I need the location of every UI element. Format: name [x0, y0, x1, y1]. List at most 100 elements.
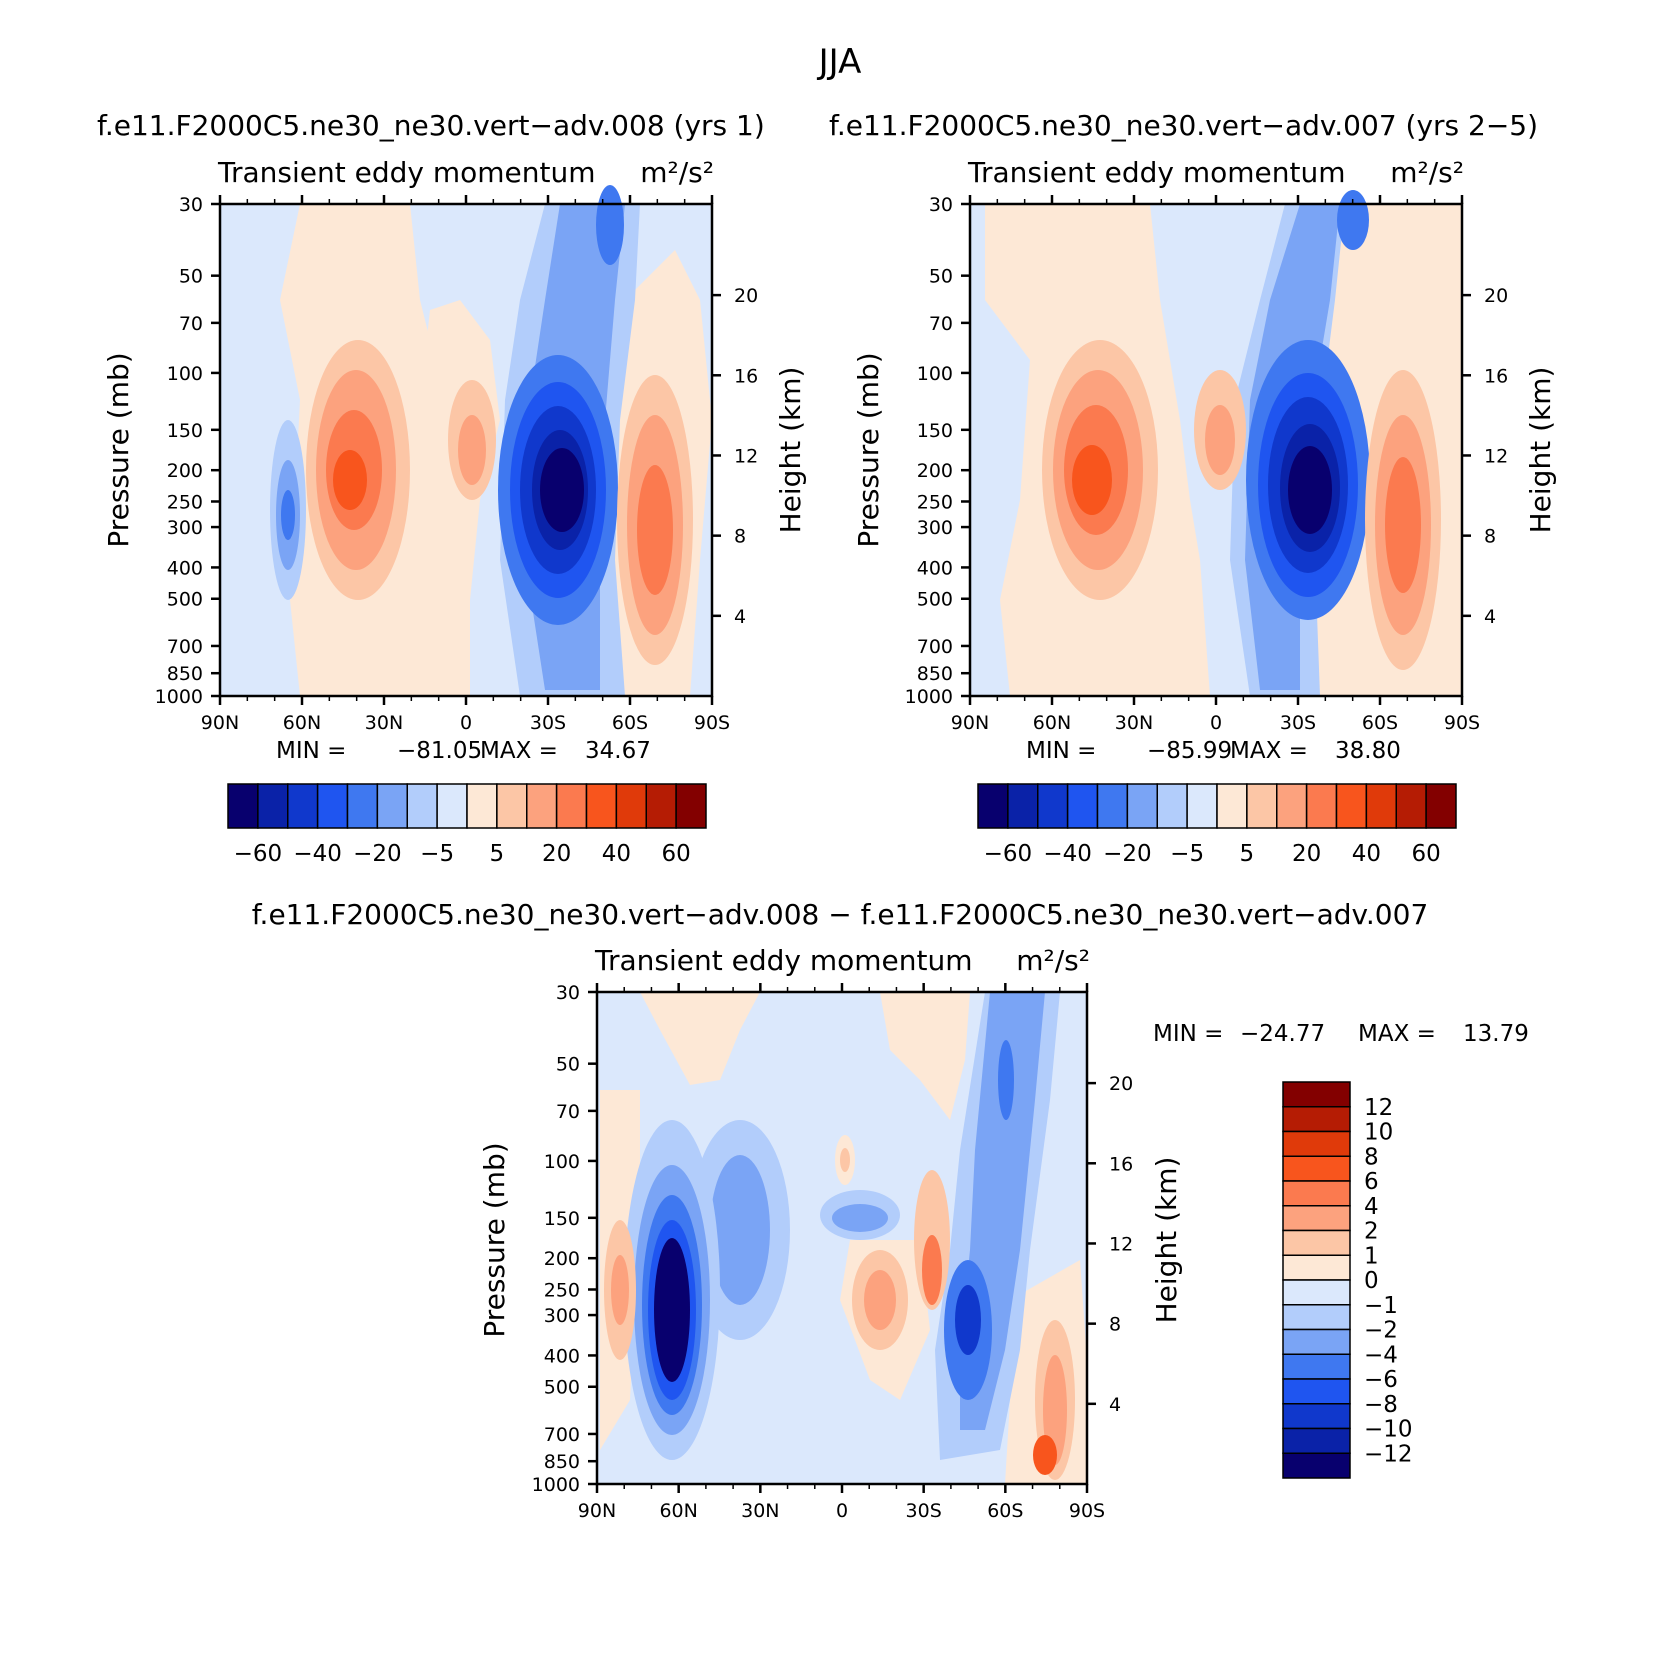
y2-tick-label: 20 [1109, 1073, 1133, 1095]
colorbar-swatch [1276, 783, 1308, 829]
y-tick-label: 150 [167, 420, 203, 442]
y2-tick-label: 16 [1109, 1153, 1133, 1175]
colorbar-swatch [555, 783, 588, 829]
panel-3-neg-jet [998, 1040, 1014, 1120]
panel-1-min-value: −81.05 [397, 738, 482, 764]
panel-3-subtitle: Transient eddy momentum [594, 944, 973, 977]
panel-3-min-label: MIN = [1153, 1021, 1223, 1047]
colorbar-label: 0 [1364, 1268, 1379, 1294]
y-tick-label: 200 [167, 460, 203, 482]
panel-2-units: m²/s² [1390, 156, 1464, 189]
colorbar-swatch [1282, 1130, 1351, 1157]
panel-1-colorbar: −60 −40 −20 −5 5 20 40 60 [227, 783, 707, 867]
x-tick-label: 60S [1362, 712, 1398, 734]
colorbar-swatch [1096, 783, 1129, 829]
x-tick-label: 60S [612, 712, 648, 734]
colorbar-label: 2 [1364, 1219, 1379, 1245]
panel-3-pos-top-nh [640, 992, 760, 1085]
y2-tick-label: 12 [1484, 445, 1508, 467]
x-tick-label: 30N [365, 712, 403, 734]
colorbar-swatch [526, 783, 558, 829]
colorbar-swatch [1186, 783, 1218, 829]
colorbar-swatch [1126, 783, 1158, 829]
colorbar-swatch [1282, 1353, 1351, 1380]
y-tick-label: 700 [167, 636, 203, 658]
y2-tick-label: 12 [734, 445, 758, 467]
colorbar-label: −8 [1364, 1392, 1398, 1418]
y2-tick-label: 16 [1484, 365, 1508, 387]
x-tick-label: 90S [1444, 712, 1480, 734]
panel-3-pos-sh-lobe-2 [922, 1235, 942, 1305]
panel-1-min-label: MIN = [276, 738, 346, 764]
y-tick-label: 50 [929, 266, 953, 288]
y-tick-label: 100 [167, 363, 203, 385]
y2-tick-label: 20 [1484, 285, 1508, 307]
panel-2-pos-eq-2 [1205, 405, 1235, 475]
colorbar-label: −12 [1364, 1441, 1413, 1467]
colorbar-label: −10 [1364, 1417, 1413, 1443]
panel-2-axes: 90N 60N 30N 0 30S 60S 90S 30 50 70 100 150 200 250 300… [905, 194, 1509, 734]
colorbar-swatch [257, 783, 289, 829]
panel-2-min-value: −85.99 [1147, 738, 1232, 764]
colorbar-label: 6 [1364, 1169, 1379, 1195]
y-tick-label: 100 [917, 363, 953, 385]
y-tick-label: 30 [556, 982, 580, 1004]
x-tick-label: 30S [530, 712, 566, 734]
panel-2-ylabel-right: Height (km) [1524, 367, 1557, 534]
panel-3-neg-nh-core-4 [654, 1238, 690, 1382]
panel-3-pos-sh-low-3 [1033, 1435, 1057, 1475]
colorbar-swatch [1282, 1155, 1351, 1182]
y-tick-label: 150 [917, 420, 953, 442]
y-tick-label: 400 [917, 557, 953, 579]
y-tick-label: 100 [544, 1151, 580, 1173]
colorbar-swatch [1282, 1304, 1351, 1331]
colorbar-label: −2 [1364, 1318, 1398, 1344]
colorbar-label: −4 [1364, 1342, 1398, 1368]
panel-1-subtitle: Transient eddy momentum [217, 156, 596, 189]
colorbar-label: −5 [1170, 841, 1204, 867]
panel-3-min-value: −24.77 [1240, 1021, 1325, 1047]
y-tick-label: 500 [544, 1377, 580, 1399]
panel-3-max-value: 13.79 [1463, 1021, 1529, 1047]
colorbar-label: 12 [1364, 1095, 1393, 1121]
y-tick-label: 250 [917, 491, 953, 513]
y-tick-label: 300 [167, 517, 203, 539]
y-tick-label: 400 [167, 557, 203, 579]
y-tick-label: 70 [929, 313, 953, 335]
colorbar-swatch [675, 783, 707, 829]
x-tick-label: 60S [987, 1500, 1023, 1522]
y-tick-label: 700 [544, 1424, 580, 1446]
y2-tick-label: 4 [734, 606, 746, 628]
colorbar-label: 8 [1364, 1144, 1379, 1170]
panel-1-ylabel: Pressure (mb) [102, 352, 135, 547]
y-tick-label: 850 [167, 663, 203, 685]
colorbar-label: −6 [1364, 1367, 1398, 1393]
panel-2-neg-nh [970, 204, 1030, 696]
y-tick-label: 850 [917, 663, 953, 685]
panel-3-pos-mid-2 [864, 1270, 896, 1330]
colorbar-swatch [1246, 783, 1278, 829]
panel-3-pos-eq-2 [840, 1148, 850, 1172]
colorbar-swatch [977, 783, 1009, 829]
colorbar-label: 4 [1364, 1194, 1379, 1220]
colorbar-swatch [1282, 1279, 1351, 1306]
colorbar-swatch [1156, 783, 1188, 829]
colorbar-swatch [287, 783, 319, 829]
panel-1: f.e11.F2000C5.ne30_ne30.vert−adv.008 (yr… [97, 109, 807, 867]
y-tick-label: 1000 [905, 686, 953, 708]
panel-1-max-label: MAX = [480, 738, 558, 764]
colorbar-label: 5 [490, 841, 505, 867]
panel-1-axes: 90N 60N 30N 0 30S 60S 90S 30 50 70 100 150 200 250 300… [155, 194, 759, 734]
y-tick-label: 400 [544, 1345, 580, 1367]
colorbar-swatch [1007, 783, 1039, 829]
x-tick-label: 90N [578, 1500, 616, 1522]
panel-2: f.e11.F2000C5.ne30_ne30.vert−adv.007 (yr… [829, 109, 1557, 867]
colorbar-swatch [1282, 1328, 1351, 1355]
panel-3-contours [597, 992, 1087, 1484]
y-tick-label: 250 [544, 1279, 580, 1301]
colorbar-label: −40 [293, 841, 342, 867]
colorbar-swatch [1282, 1254, 1351, 1281]
x-tick-label: 60N [659, 1500, 697, 1522]
colorbar-swatch [1282, 1081, 1351, 1108]
y-tick-label: 200 [544, 1248, 580, 1270]
